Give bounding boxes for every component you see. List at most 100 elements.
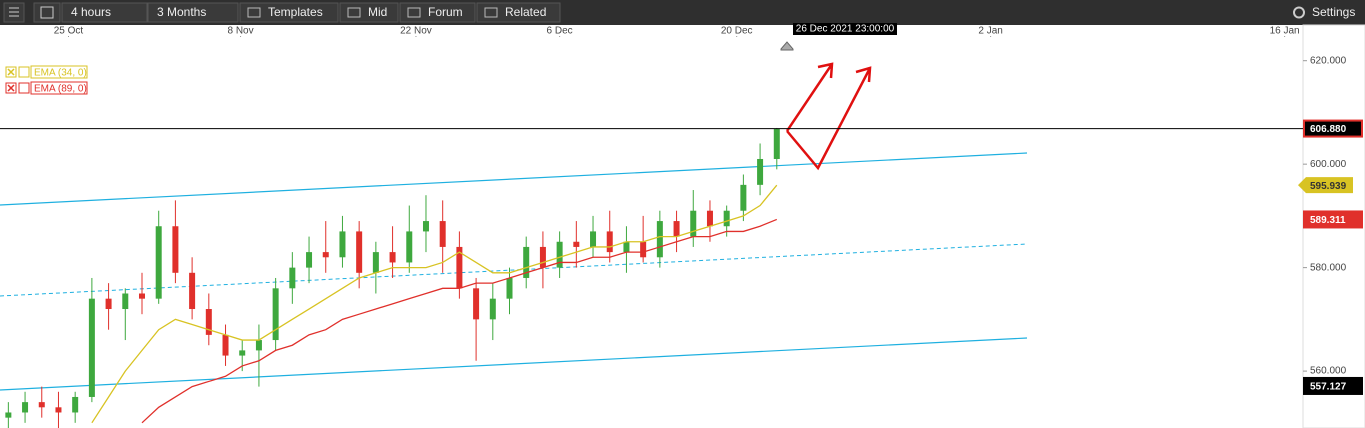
price-label-box	[1303, 376, 1363, 395]
candle-body	[439, 221, 446, 247]
price-label-box	[1303, 119, 1363, 138]
ema-line	[141, 218, 778, 424]
candle-body	[422, 221, 429, 232]
candle-body	[506, 277, 513, 299]
candle-body	[105, 298, 112, 310]
candle-body	[456, 246, 463, 289]
candle-body	[222, 334, 229, 356]
candle-body	[239, 350, 246, 356]
x-tick-label: 6 Dec	[547, 26, 573, 37]
x-tick-label: 16 Jan	[1270, 26, 1300, 37]
price-label: 595.939	[1310, 181, 1347, 192]
toolbar-label: Forum	[428, 5, 463, 19]
toolbar-label: Mid	[368, 5, 387, 19]
candle-body	[673, 221, 680, 237]
candle-body	[155, 226, 162, 299]
candle-body	[406, 231, 413, 263]
toolbar-button[interactable]	[61, 2, 148, 23]
legend-close-icon	[7, 84, 15, 92]
legend-label: EMA (89, 0)	[34, 84, 87, 95]
price-label-box	[1303, 210, 1363, 229]
candle-body	[339, 231, 346, 258]
channel-lower	[0, 337, 1028, 391]
menu-icon	[9, 7, 19, 17]
candle-body	[723, 210, 730, 227]
toolbar-icon	[484, 7, 498, 18]
candle-body	[205, 309, 212, 335]
candle-body	[272, 288, 279, 341]
candle-body	[172, 226, 179, 273]
toolbar-icon	[247, 7, 261, 18]
candle-body	[573, 241, 580, 247]
candle-body	[22, 402, 29, 413]
candle-body	[706, 210, 713, 227]
toolbar-button[interactable]	[239, 2, 339, 23]
x-tick-label: 22 Nov	[400, 26, 432, 37]
candle-body	[189, 272, 196, 310]
candle-body	[55, 407, 62, 413]
x-tick-label: 8 Nov	[227, 26, 253, 37]
candle-body	[389, 252, 396, 263]
candle-body	[623, 241, 630, 253]
candle-body	[690, 210, 697, 237]
crosshair-box	[793, 23, 897, 35]
candle-body	[473, 288, 480, 320]
legend: EMA (34, 0) EMA (89, 0)	[5, 65, 88, 95]
layout-button[interactable]	[33, 2, 61, 23]
settings-button[interactable]	[1285, 3, 1363, 22]
legend-min	[18, 66, 30, 78]
candle-body	[640, 241, 647, 258]
channel-upper	[0, 152, 1028, 206]
candle-body	[88, 298, 95, 397]
candle-body	[356, 231, 363, 273]
candle-body	[523, 246, 530, 278]
candle-body	[656, 221, 663, 258]
toolbar-button[interactable]	[147, 2, 239, 23]
y-tick-label: 620.000	[1310, 55, 1347, 66]
price-label: 557.127	[1310, 382, 1347, 393]
candle-body	[138, 293, 145, 299]
toolbar-label: 4 hours	[71, 5, 111, 19]
candle-body	[757, 158, 764, 185]
candle-body	[322, 252, 329, 258]
legend-box	[30, 81, 88, 95]
settings-label: Settings	[1312, 5, 1355, 19]
candle-body	[539, 246, 546, 268]
candle-body	[740, 184, 747, 211]
y-tick-label: 560.000	[1310, 366, 1347, 377]
candle-body	[289, 267, 296, 289]
layout-icon	[40, 6, 54, 19]
crosshair-marker	[780, 41, 794, 51]
candle-body	[773, 128, 780, 159]
legend-close-icon	[7, 68, 15, 76]
y-tick-label: 580.000	[1310, 262, 1347, 273]
price-label: 589.311	[1310, 215, 1346, 226]
candle-body	[372, 252, 379, 273]
date-axis	[0, 25, 1303, 37]
price-label: 606.880	[1310, 124, 1347, 135]
x-tick-label: 20 Dec	[721, 26, 753, 37]
candle-body	[38, 402, 45, 408]
plot	[0, 62, 1303, 428]
candle-body	[556, 241, 563, 268]
channel-mid	[0, 243, 1028, 297]
candle-body	[72, 396, 79, 413]
candle-body	[489, 298, 496, 320]
legend-box	[30, 65, 88, 79]
toolbar-label: 3 Months	[157, 5, 206, 19]
candle-body	[590, 231, 597, 247]
x-tick-label: 25 Oct	[54, 26, 84, 37]
candle-body	[606, 231, 613, 253]
x-tick-label: 2 Jan	[978, 26, 1002, 37]
candle-body	[306, 252, 313, 268]
crosshair-label: 26 Dec 2021 23:00:00	[796, 24, 895, 35]
legend-min	[18, 82, 30, 94]
toolbar-buttons: Settings 4 hours 3 Months Templates Mid Foru…	[3, 2, 1363, 23]
ema-line	[91, 184, 778, 424]
toolbar-icon	[407, 7, 421, 18]
toolbar-label: Templates	[268, 5, 323, 19]
forecast-arrows	[785, 62, 872, 171]
gear-icon	[1293, 6, 1305, 19]
toolbar-button[interactable]	[476, 2, 561, 23]
